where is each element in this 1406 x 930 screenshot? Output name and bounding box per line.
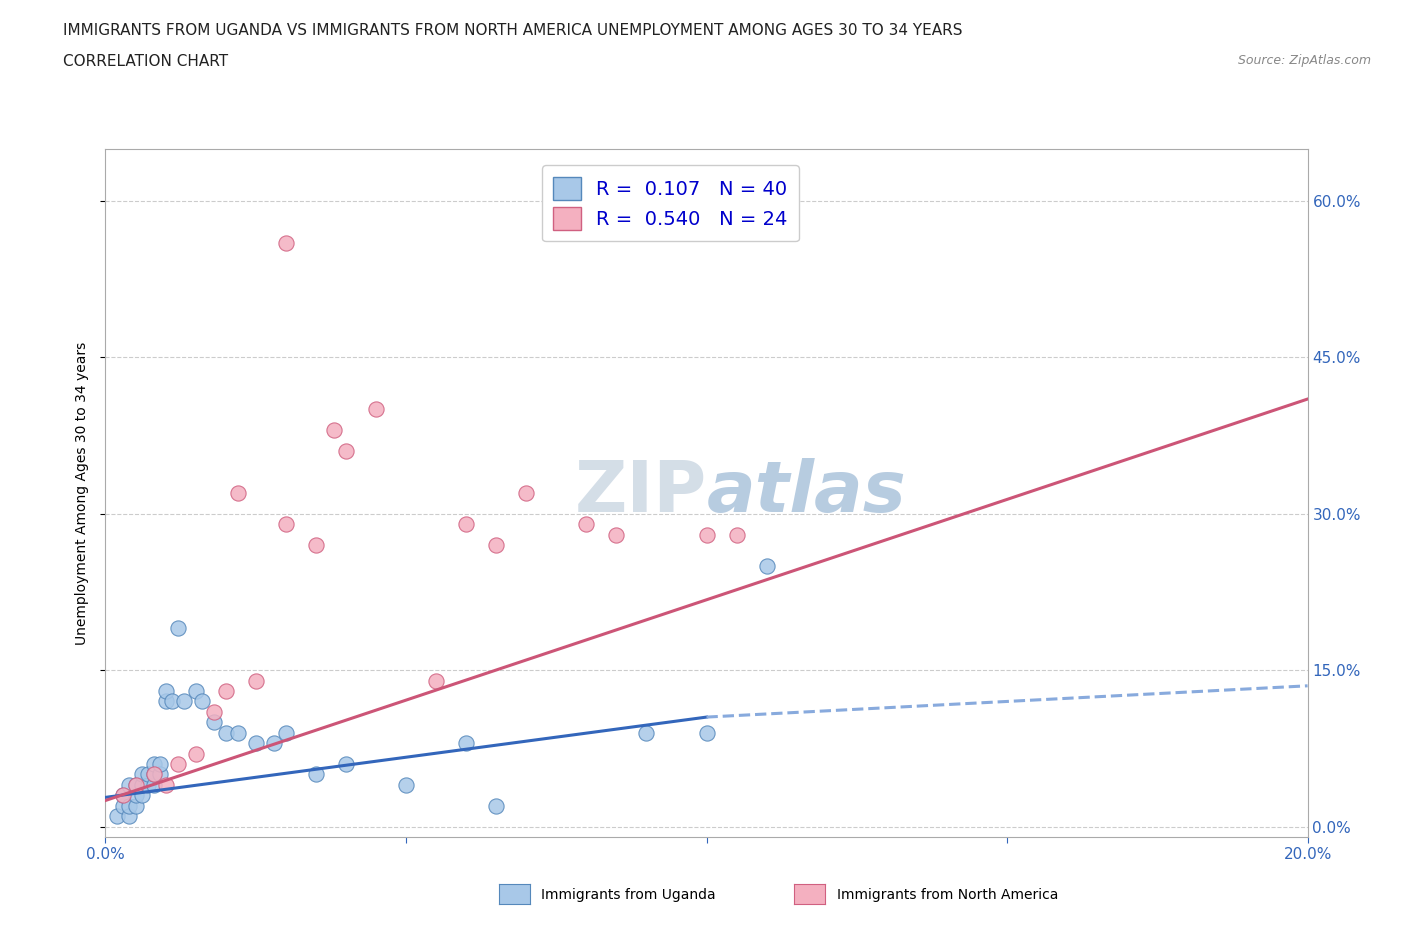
Point [131, 788, 153, 803]
Point [166, 757, 188, 772]
Text: Immigrants from North America: Immigrants from North America [837, 887, 1057, 902]
Point [160, 694, 183, 709]
Point [485, 538, 508, 552]
Point [322, 423, 344, 438]
Point [166, 621, 188, 636]
Point [364, 402, 387, 417]
Text: Immigrants from Uganda: Immigrants from Uganda [541, 887, 716, 902]
Point [155, 684, 177, 698]
Point [107, 809, 129, 824]
Point [454, 736, 477, 751]
Point [124, 777, 146, 792]
Point [274, 517, 297, 532]
Point [124, 777, 146, 792]
Point [124, 798, 146, 813]
Point [425, 673, 447, 688]
Point [190, 694, 212, 709]
Point [112, 788, 135, 803]
Point [118, 809, 141, 824]
Point [515, 485, 537, 500]
Point [118, 777, 141, 792]
Point [118, 798, 141, 813]
Point [263, 736, 285, 751]
Point [274, 235, 297, 250]
Text: Source: ZipAtlas.com: Source: ZipAtlas.com [1237, 54, 1371, 67]
Point [142, 777, 165, 792]
Point [636, 725, 658, 740]
Point [148, 767, 170, 782]
Point [214, 684, 236, 698]
Point [245, 736, 267, 751]
Point [155, 694, 177, 709]
Point [485, 798, 508, 813]
Point [696, 725, 718, 740]
Point [305, 538, 328, 552]
Point [136, 767, 159, 782]
Point [696, 527, 718, 542]
Text: atlas: atlas [707, 458, 907, 527]
Point [124, 788, 146, 803]
Point [155, 777, 177, 792]
Point [184, 684, 207, 698]
Point [335, 757, 357, 772]
Point [214, 725, 236, 740]
Point [184, 746, 207, 761]
Legend: R =  0.107   N = 40, R =  0.540   N = 24: R = 0.107 N = 40, R = 0.540 N = 24 [541, 166, 799, 242]
Point [112, 798, 135, 813]
Point [202, 715, 225, 730]
Point [148, 757, 170, 772]
Point [335, 444, 357, 458]
Point [131, 767, 153, 782]
Point [305, 767, 328, 782]
Point [226, 485, 249, 500]
Point [245, 673, 267, 688]
Point [142, 767, 165, 782]
Point [575, 517, 598, 532]
Point [131, 777, 153, 792]
Text: IMMIGRANTS FROM UGANDA VS IMMIGRANTS FROM NORTH AMERICA UNEMPLOYMENT AMONG AGES : IMMIGRANTS FROM UGANDA VS IMMIGRANTS FRO… [63, 23, 963, 38]
Point [112, 788, 135, 803]
Point [136, 777, 159, 792]
Point [454, 517, 477, 532]
Point [173, 694, 195, 709]
Y-axis label: Unemployment Among Ages 30 to 34 years: Unemployment Among Ages 30 to 34 years [76, 341, 90, 644]
Point [142, 767, 165, 782]
Point [202, 704, 225, 719]
Point [605, 527, 627, 542]
Point [142, 757, 165, 772]
Point [274, 725, 297, 740]
Point [395, 777, 418, 792]
Point [226, 725, 249, 740]
Text: ZIP: ZIP [574, 458, 707, 527]
Point [755, 558, 778, 573]
Text: CORRELATION CHART: CORRELATION CHART [63, 54, 228, 69]
Point [725, 527, 748, 542]
